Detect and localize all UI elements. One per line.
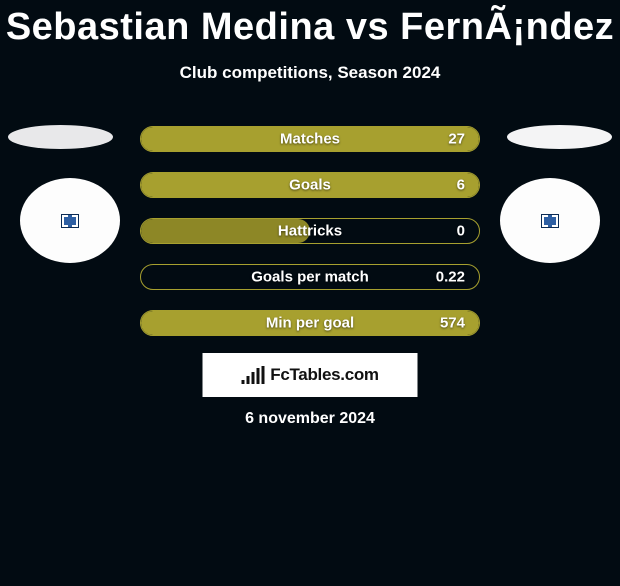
stat-label: Goals	[289, 177, 331, 194]
stats-bars: Matches 27 Goals 6 Hattricks 0 Goals per match…	[140, 126, 480, 356]
player-left-badge	[20, 178, 120, 263]
player-right-badge	[500, 178, 600, 263]
logo-bars-icon	[241, 366, 264, 384]
subtitle: Club competitions, Season 2024	[0, 63, 620, 83]
stat-bar: Goals per match 0.22	[140, 264, 480, 290]
player-right-oval	[507, 125, 612, 149]
flag-icon	[62, 215, 78, 227]
stat-bar: Matches 27	[140, 126, 480, 152]
site-logo: FcTables.com	[203, 353, 418, 397]
stat-bar: Goals 6	[140, 172, 480, 198]
date-label: 6 november 2024	[245, 410, 375, 428]
stat-bar: Hattricks 0	[140, 218, 480, 244]
stat-value: 574	[440, 315, 465, 332]
player-left-oval	[8, 125, 113, 149]
stat-bar: Min per goal 574	[140, 310, 480, 336]
stat-label: Goals per match	[251, 269, 369, 286]
page-title: Sebastian Medina vs FernÃ¡ndez	[0, 6, 620, 49]
stat-value: 27	[448, 131, 465, 148]
stat-label: Hattricks	[278, 223, 342, 240]
stat-value: 0.22	[436, 269, 465, 286]
flag-icon	[542, 215, 558, 227]
logo-text: FcTables.com	[270, 365, 379, 385]
stat-value: 0	[457, 223, 465, 240]
stat-value: 6	[457, 177, 465, 194]
stat-label: Matches	[280, 131, 340, 148]
stat-label: Min per goal	[266, 315, 354, 332]
